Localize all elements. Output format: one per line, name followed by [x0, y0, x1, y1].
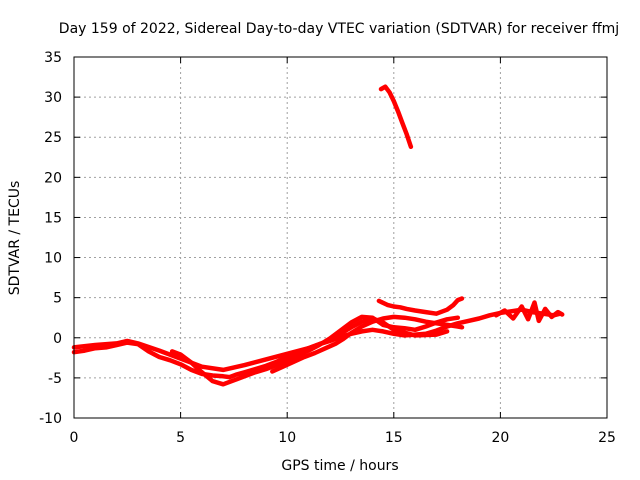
y-tick-label: 25 [44, 130, 62, 146]
chart-title: Day 159 of 2022, Sidereal Day-to-day VTE… [59, 21, 619, 37]
y-tick-label: -10 [39, 411, 62, 427]
series-group [71, 84, 565, 387]
x-axis-label: GPS time / hours [281, 458, 398, 474]
x-tick-label: 5 [176, 430, 185, 446]
y-tick-label: -5 [48, 371, 62, 387]
plot-frame [73, 56, 608, 419]
x-tick-label: 15 [385, 430, 403, 446]
grid [74, 57, 607, 418]
x-tick-label: 20 [491, 430, 509, 446]
axis-ticks: 0 5 10 15 20 25 -10 -5 0 5 10 15 20 25 30 35 [39, 50, 616, 446]
y-tick-label: 30 [44, 90, 62, 106]
y-tick-label: 5 [53, 291, 62, 307]
y-axis-label: SDTVAR / TECUs [7, 181, 23, 296]
series-line-track-f [378, 84, 414, 150]
y-tick-label: 10 [44, 251, 62, 267]
y-tick-label: 20 [44, 170, 62, 186]
series-line-track-g [493, 300, 565, 324]
x-tick-label: 10 [278, 430, 296, 446]
x-tick-label: 0 [70, 430, 79, 446]
series-line-track-d [270, 314, 465, 374]
x-tick-label: 25 [598, 430, 616, 446]
y-tick-label: 0 [53, 331, 62, 347]
y-tick-label: 15 [44, 210, 62, 226]
series-line-track-e [376, 296, 465, 316]
series-line-track-c [169, 314, 461, 387]
y-tick-label: 35 [44, 50, 62, 66]
